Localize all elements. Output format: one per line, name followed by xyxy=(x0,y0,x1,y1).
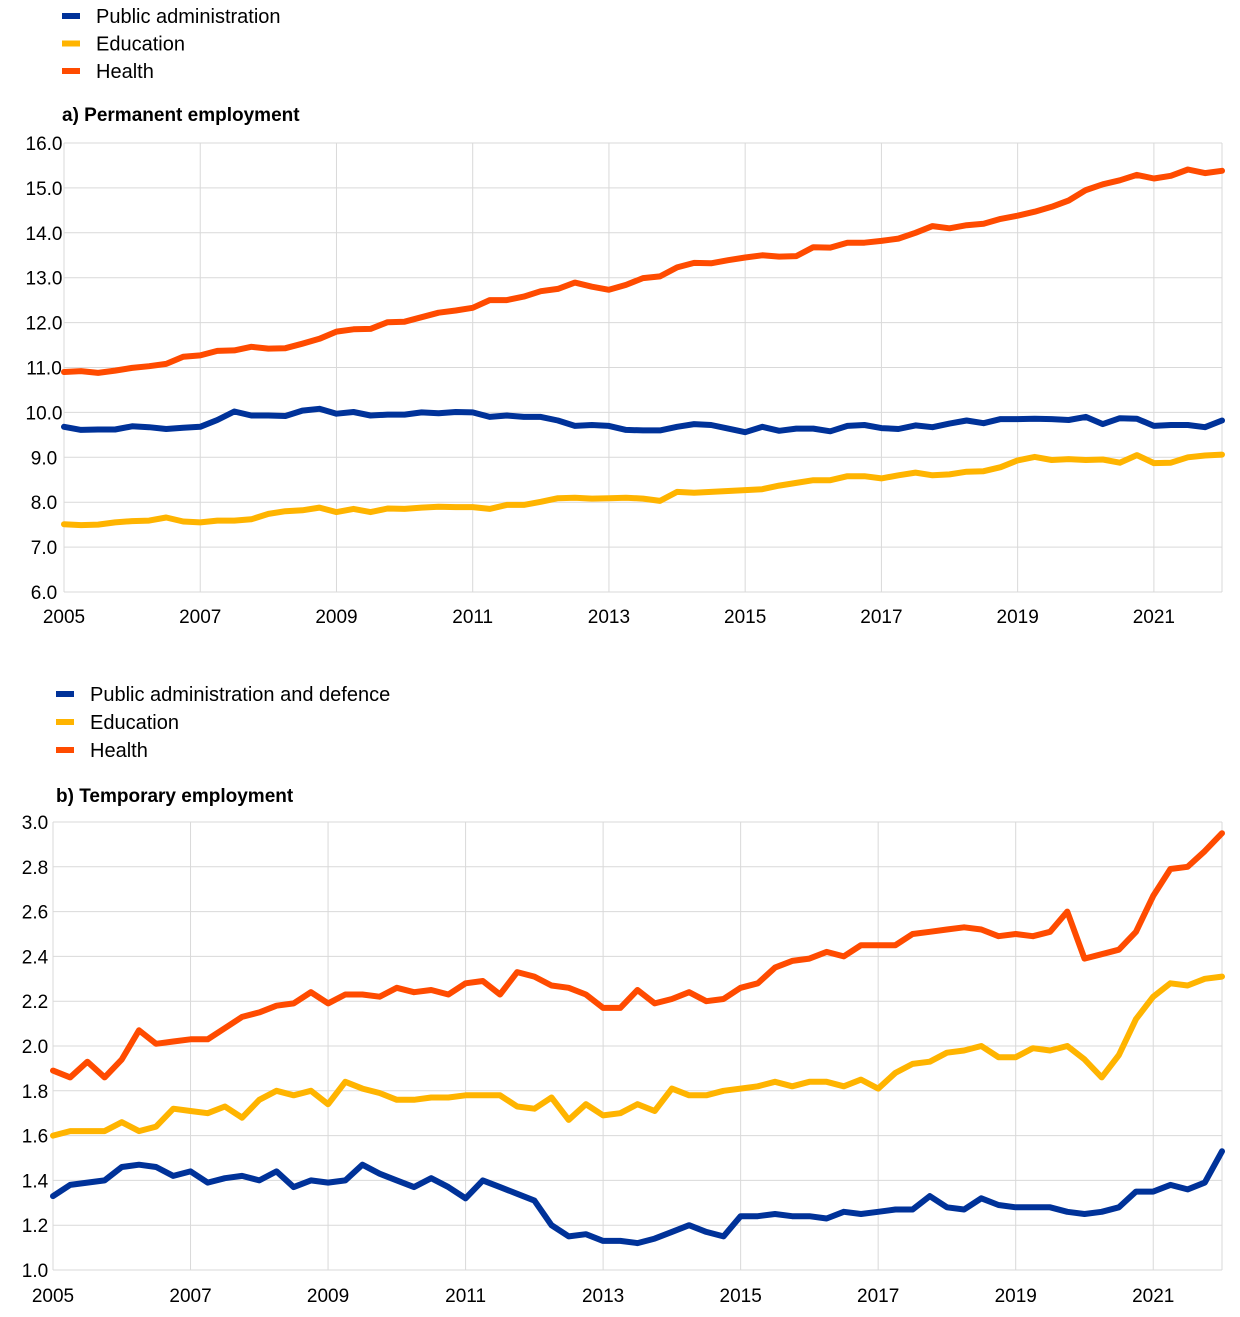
y-tick-label: 7.0 xyxy=(31,538,57,559)
chart-panel-a: Public administration Education Health a) P… xyxy=(26,6,1225,628)
y-tick-label: 2.2 xyxy=(22,992,48,1013)
legend-label-1: Education xyxy=(96,34,185,56)
x-tick-label: 2019 xyxy=(997,607,1039,628)
x-tick-label: 2013 xyxy=(582,1286,624,1307)
series-line-1 xyxy=(61,451,1225,529)
y-tick-label: 14.0 xyxy=(26,224,63,245)
chart-title: a) Permanent employment xyxy=(62,105,300,126)
legend-label-0: Public administration and defence xyxy=(90,684,390,706)
x-tick-label: 2005 xyxy=(32,1286,74,1307)
series-line-2 xyxy=(50,830,1225,1081)
y-tick-label: 2.4 xyxy=(22,947,49,968)
y-tick-label: 13.0 xyxy=(26,269,63,290)
y-tick-label: 1.6 xyxy=(22,1127,48,1148)
x-tick-label: 2009 xyxy=(307,1286,349,1307)
y-tick-label: 3.0 xyxy=(22,813,48,834)
x-tick-label: 2015 xyxy=(720,1286,762,1307)
x-tick-label: 2021 xyxy=(1133,607,1175,628)
x-tick-label: 2017 xyxy=(860,607,902,628)
y-tick-label: 8.0 xyxy=(31,493,57,514)
y-tick-label: 2.0 xyxy=(22,1037,48,1058)
series-line-2 xyxy=(61,166,1225,376)
x-tick-label: 2021 xyxy=(1132,1286,1174,1307)
x-tick-label: 2005 xyxy=(43,607,85,628)
y-tick-label: 2.6 xyxy=(22,903,48,924)
x-tick-label: 2017 xyxy=(857,1286,899,1307)
y-tick-label: 11.0 xyxy=(26,359,62,380)
legend-label-2: Health xyxy=(90,740,148,762)
series-line-1 xyxy=(50,973,1225,1139)
series-line-0 xyxy=(50,1148,1225,1247)
chart-title: b) Temporary employment xyxy=(56,786,294,807)
y-tick-label: 1.8 xyxy=(22,1082,48,1103)
y-tick-label: 1.0 xyxy=(22,1261,48,1282)
legend-label-1: Education xyxy=(90,712,179,734)
x-tick-label: 2007 xyxy=(179,607,221,628)
y-tick-label: 15.0 xyxy=(26,179,63,200)
y-tick-label: 1.4 xyxy=(22,1171,49,1192)
legend-label-2: Health xyxy=(96,61,154,83)
y-tick-label: 2.8 xyxy=(22,858,48,879)
y-tick-label: 12.0 xyxy=(26,314,63,335)
y-tick-label: 6.0 xyxy=(31,583,57,604)
chart-panel-b: Public administration and defence Educati… xyxy=(22,684,1225,1307)
y-tick-label: 10.0 xyxy=(26,403,63,424)
legend-label-0: Public administration xyxy=(96,6,281,28)
x-tick-label: 2015 xyxy=(724,607,766,628)
y-tick-label: 9.0 xyxy=(31,448,57,469)
x-tick-label: 2007 xyxy=(169,1286,211,1307)
x-tick-label: 2019 xyxy=(995,1286,1037,1307)
y-tick-label: 16.0 xyxy=(26,134,63,155)
x-tick-label: 2013 xyxy=(588,607,630,628)
series-line-0 xyxy=(61,405,1225,436)
x-tick-label: 2011 xyxy=(445,1286,486,1307)
y-tick-label: 1.2 xyxy=(22,1216,48,1237)
x-tick-label: 2011 xyxy=(452,607,493,628)
x-tick-label: 2009 xyxy=(315,607,357,628)
